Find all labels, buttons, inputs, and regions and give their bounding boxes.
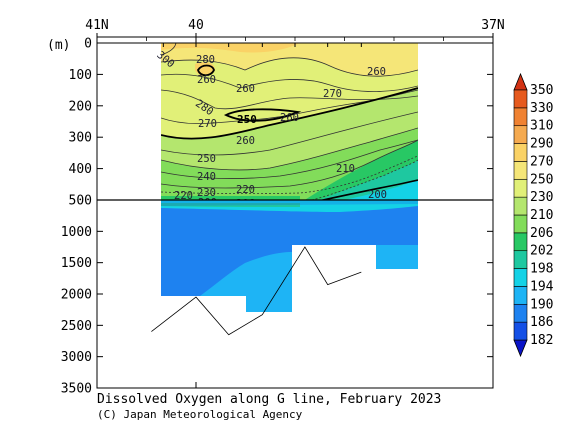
y-unit-label: (m) <box>47 38 70 53</box>
colorbar-swatch <box>514 286 527 304</box>
colorbar-swatch <box>514 197 527 215</box>
colorbar-label: 330 <box>530 101 553 116</box>
colorbar-swatch <box>514 251 527 269</box>
colorbar-label: 210 <box>530 208 553 223</box>
colorbar-swatch <box>514 179 527 197</box>
colorbar-label: 270 <box>530 154 553 169</box>
colorbar-label: 198 <box>530 262 553 277</box>
colorbar-label: 290 <box>530 137 553 152</box>
x-tick-label: 37N <box>481 18 504 33</box>
colorbar-swatch <box>514 269 527 287</box>
contour-label: 210 <box>336 163 355 175</box>
contour-label: 280 <box>196 54 215 66</box>
y-tick-label: 2500 <box>61 319 92 334</box>
colorbar-label: 350 <box>530 83 553 98</box>
colorbar-label: 202 <box>530 244 553 259</box>
contour-label: 260 <box>236 135 255 147</box>
y-tick-label: 300 <box>69 131 92 146</box>
colorbar-label: 186 <box>530 315 553 330</box>
colorbar-label: 194 <box>530 279 554 294</box>
colorbar-swatch <box>514 108 527 126</box>
colorbar-label: 182 <box>530 333 553 348</box>
colorbar-arrow-low <box>514 340 527 356</box>
colorbar-swatch <box>514 90 527 108</box>
y-tick-label: 2000 <box>61 288 92 303</box>
colorbar-label: 230 <box>530 190 553 205</box>
colorbar-label: 206 <box>530 226 553 241</box>
chart-credit: (C) Japan Meteorological Agency <box>97 408 302 421</box>
y-tick-label: 200 <box>69 99 92 114</box>
colorbar-swatch <box>514 322 527 340</box>
colorbar-label: 310 <box>530 119 553 134</box>
colorbar-label: 190 <box>530 297 553 312</box>
colorbar-swatch <box>514 161 527 179</box>
contour-label: 220 <box>236 184 255 196</box>
y-tick-label: 1000 <box>61 225 92 240</box>
y-tick-label: 3000 <box>61 350 92 365</box>
colorbar-swatch <box>514 233 527 251</box>
contour-label: 250 <box>237 113 257 126</box>
colorbar: 350 330 310 290 270 250 230 210 206 202 198 194 190 1… <box>514 74 554 356</box>
y-tick-label: 0 <box>84 37 92 52</box>
contour-label: 260 <box>236 83 255 95</box>
y-tick-label: 1500 <box>61 256 92 271</box>
contour-label: 260 <box>280 112 299 124</box>
colorbar-arrow-high <box>514 74 527 90</box>
contour-label: 200 <box>368 189 387 201</box>
y-tick-label: 100 <box>69 68 92 83</box>
y-tick-label: 500 <box>69 194 92 209</box>
colorbar-swatch <box>514 304 527 322</box>
contour-label: 270 <box>323 88 342 100</box>
y-tick-label: 400 <box>69 162 92 177</box>
contour-label: 250 <box>197 153 216 165</box>
contour-label: 260 <box>367 66 386 78</box>
x-tick-label: 41N <box>85 18 108 33</box>
contour-label: 260 <box>197 74 216 86</box>
y-tick-label: 3500 <box>61 382 92 397</box>
colorbar-swatch <box>514 144 527 162</box>
chart-title: Dissolved Oxygen along G line, February … <box>97 392 441 407</box>
colorbar-label: 250 <box>530 172 553 187</box>
colorbar-swatch <box>514 126 527 144</box>
x-tick-label: 40 <box>188 18 204 33</box>
contour-label: 270 <box>198 118 217 130</box>
contour-label: 240 <box>197 171 216 183</box>
colorbar-swatch <box>514 215 527 233</box>
